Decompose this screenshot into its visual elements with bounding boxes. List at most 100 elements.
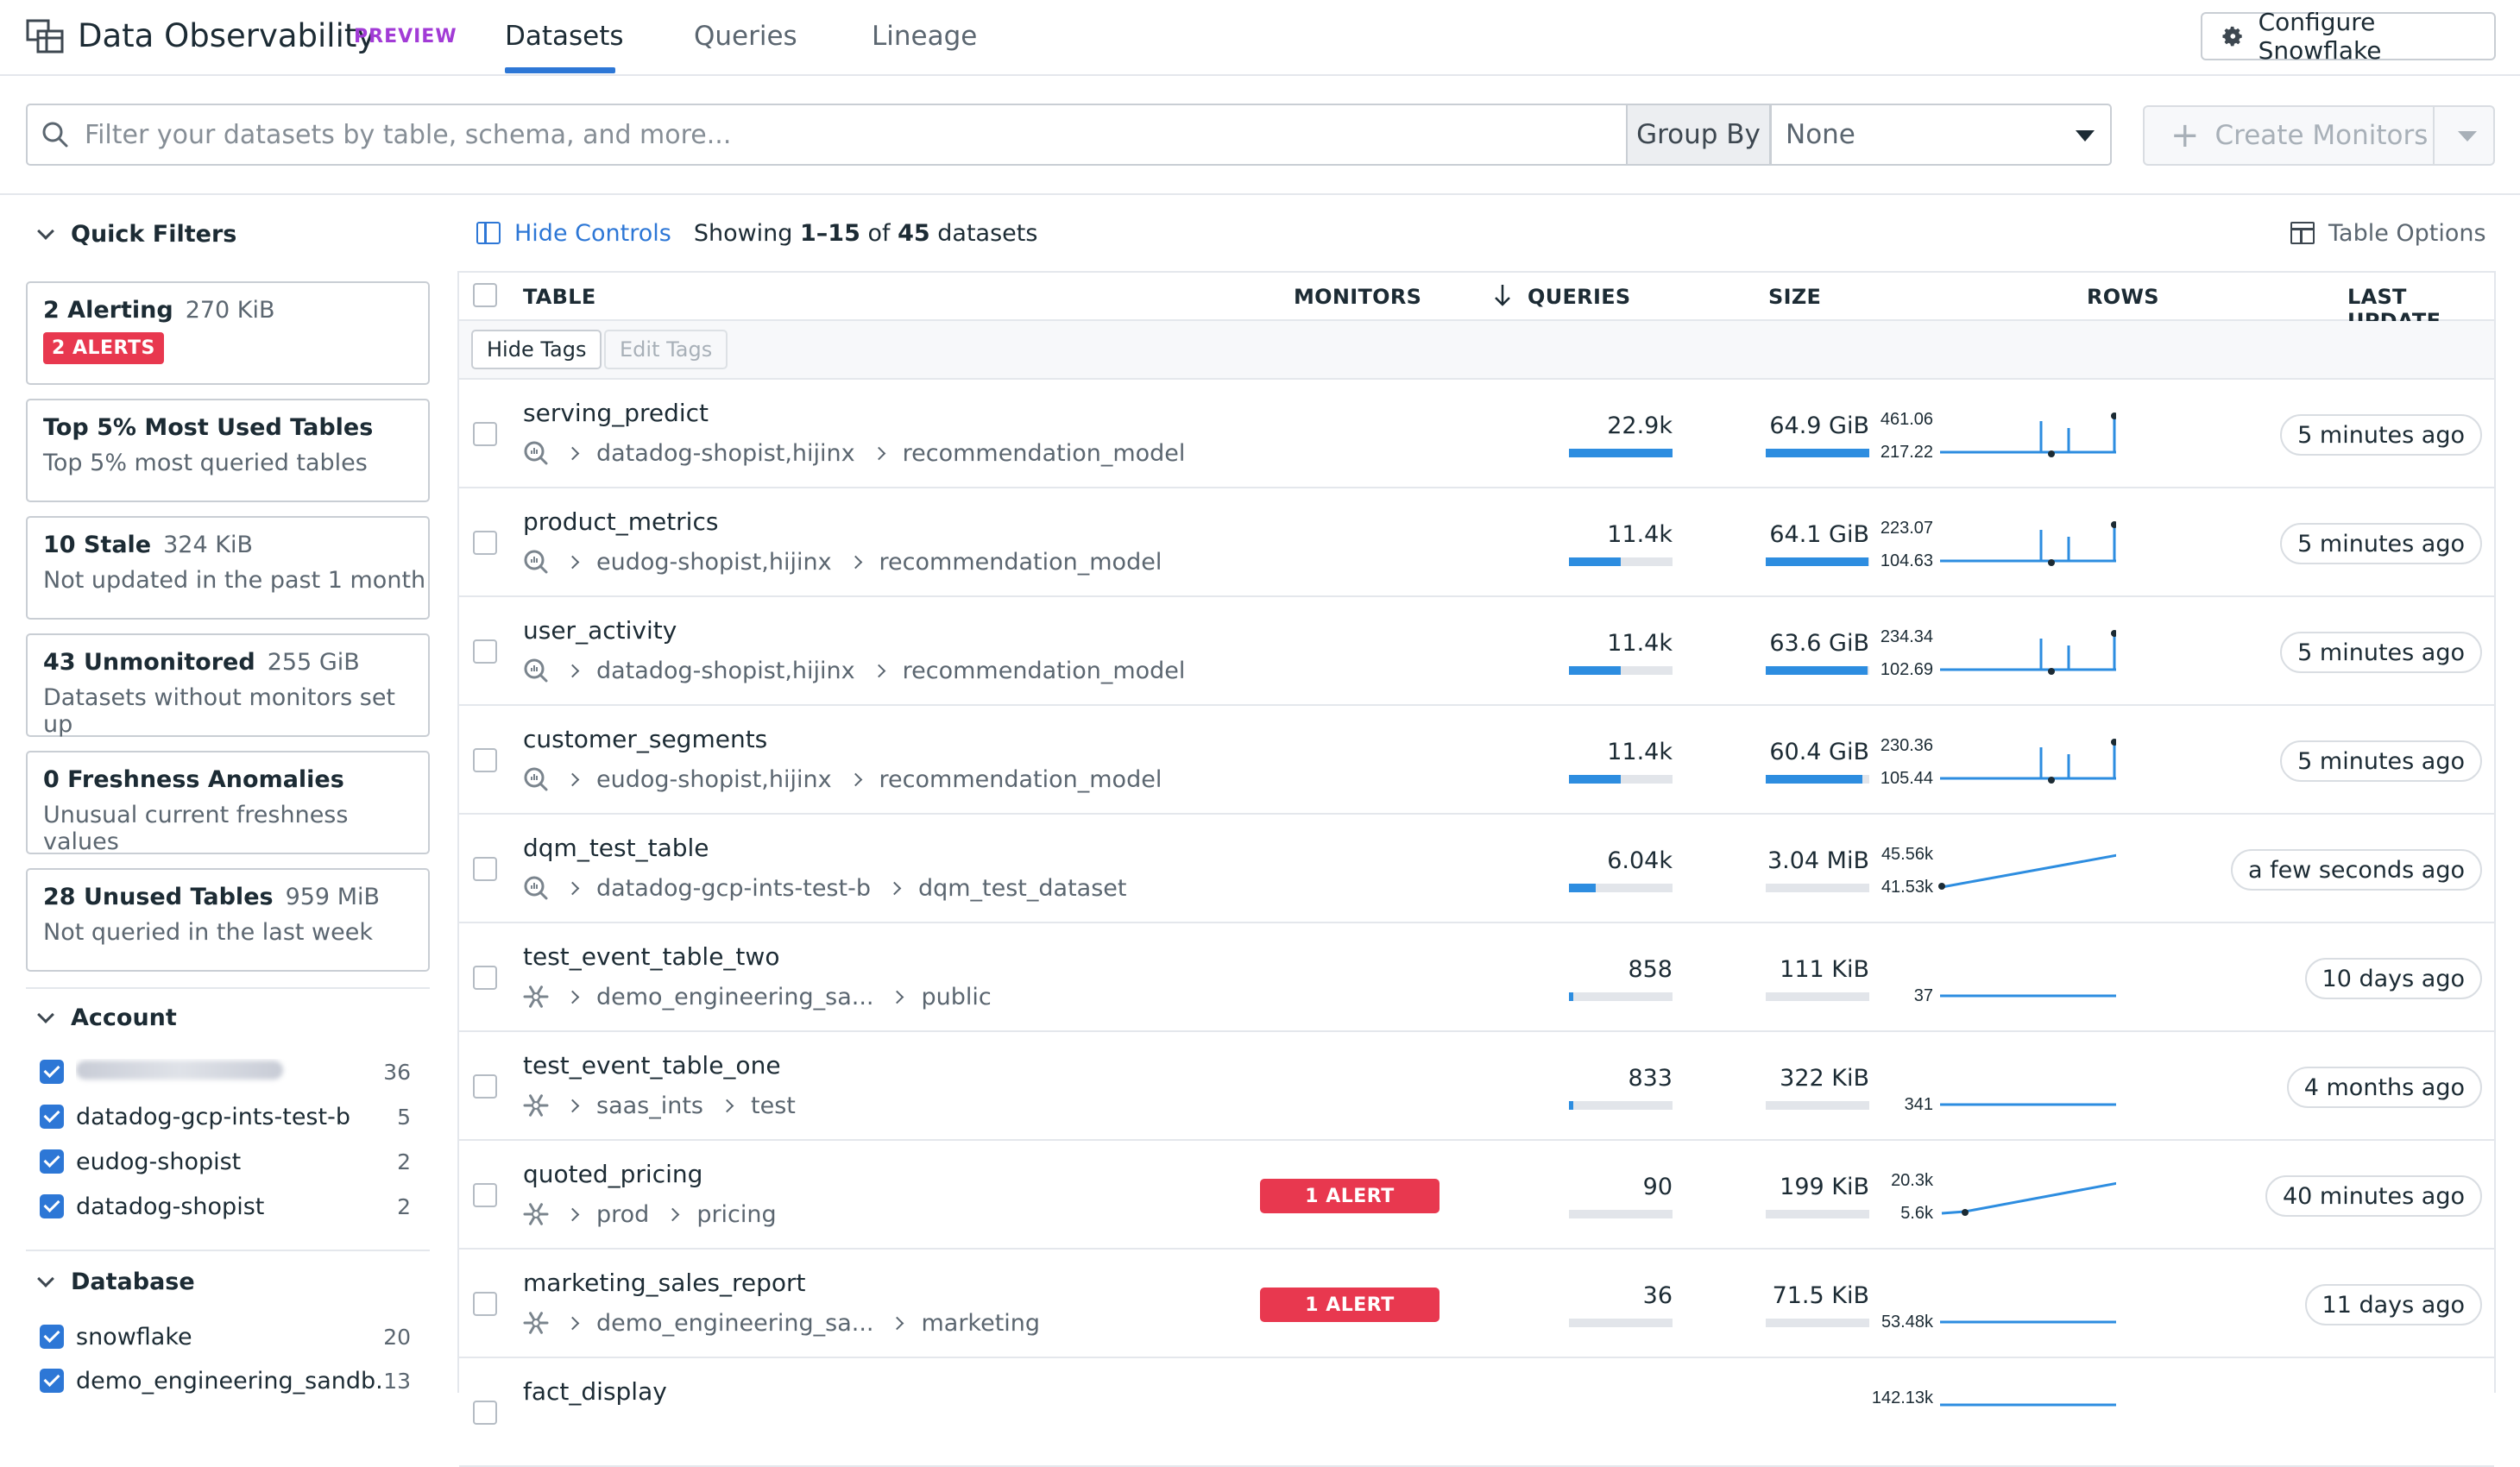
column-queries[interactable]: QUERIES xyxy=(1528,285,1631,309)
row-checkbox[interactable] xyxy=(473,1292,497,1316)
size-value: 111 KiB xyxy=(1780,956,1869,983)
table-row[interactable]: quoted_pricing prod pricing 1 ALERT 90 199 Ki… xyxy=(459,1141,2494,1250)
account-filter-item[interactable]: eudog-shopist 2 xyxy=(40,1144,411,1179)
tags-toolbar: Hide Tags Edit Tags xyxy=(459,321,2494,380)
card-title: 28 Unused Tables xyxy=(43,884,274,910)
column-rows[interactable]: ROWS xyxy=(2087,285,2159,309)
account-facet-toggle[interactable]: Account xyxy=(37,1004,177,1031)
quick-filter-freshness-anomalies[interactable]: 0 Freshness Anomalies Unusual current fr… xyxy=(26,751,430,855)
configure-snowflake-button[interactable]: Configure Snowflake xyxy=(2201,8,2496,65)
card-title: 0 Freshness Anomalies xyxy=(43,766,344,793)
checkbox-checked[interactable] xyxy=(40,1060,64,1084)
monitor-alert-badge[interactable]: 1 ALERT xyxy=(1260,1179,1440,1213)
rows-sparkline: 230.36 105.44 xyxy=(1881,736,2116,788)
snowflake-core xyxy=(532,1319,540,1327)
hide-controls-button[interactable]: Hide Controls xyxy=(476,220,671,247)
bigquery-handle xyxy=(539,673,548,683)
size-bar xyxy=(1766,992,1869,1001)
row-checkbox[interactable] xyxy=(473,1183,497,1207)
table-options-button[interactable]: Table Options xyxy=(2290,216,2486,250)
quick-filter-unmonitored[interactable]: 43 Unmonitored 255 GiB Datasets without m… xyxy=(26,633,430,738)
dataset-name-link[interactable]: product_metrics xyxy=(523,507,719,536)
hide-controls-label: Hide Controls xyxy=(514,219,671,247)
table-row[interactable]: customer_segments eudog-shopist,hijinx rec… xyxy=(459,706,2494,815)
checkbox-checked[interactable] xyxy=(40,1194,64,1218)
path-segment: dqm_test_dataset xyxy=(917,874,1127,902)
table-row[interactable]: user_activity datadog-shopist,hijinx recom… xyxy=(459,597,2494,706)
table-row[interactable]: test_event_table_two demo_engineering_sa.… xyxy=(459,923,2494,1032)
dataset-path: eudog-shopist,hijinx recommendation_model xyxy=(523,765,1181,794)
table-row[interactable]: product_metrics eudog-shopist,hijinx recom… xyxy=(459,488,2494,597)
alerts-badge: 2 ALERTS xyxy=(43,332,164,364)
row-checkbox[interactable] xyxy=(473,1074,497,1099)
account-filter-item[interactable]: datadog-gcp-ints-test-b 5 xyxy=(40,1099,411,1134)
path-segment: prod xyxy=(596,1200,650,1228)
card-subtitle: Not updated in the past 1 month xyxy=(43,567,426,594)
dataset-name-link[interactable]: fact_display xyxy=(523,1377,667,1406)
create-monitors-button[interactable]: + Create Monitors xyxy=(2145,107,2435,164)
dataset-name-link[interactable]: dqm_test_table xyxy=(523,834,709,862)
tab-lineage[interactable]: Lineage xyxy=(872,21,978,52)
database-filter-item[interactable]: snowflake 20 xyxy=(40,1319,411,1354)
row-checkbox[interactable] xyxy=(473,1401,497,1425)
table-row[interactable]: fact_display 142.13k xyxy=(459,1358,2494,1467)
row-checkbox[interactable] xyxy=(473,422,497,446)
row-checkbox[interactable] xyxy=(473,748,497,772)
queries-bar-fill xyxy=(1569,449,1673,457)
row-checkbox[interactable] xyxy=(473,531,497,555)
dataset-name-link[interactable]: test_event_table_two xyxy=(523,942,780,971)
quick-filter-top-used[interactable]: Top 5% Most Used Tables Top 5% most quer… xyxy=(26,399,430,502)
path-segment: recommendation_model xyxy=(902,439,1186,467)
path-segment: eudog-shopist,hijinx xyxy=(596,765,832,793)
checkbox-checked[interactable] xyxy=(40,1105,64,1129)
facet-count: 2 xyxy=(397,1193,411,1219)
tab-datasets[interactable]: Datasets xyxy=(505,21,624,52)
column-table[interactable]: TABLE xyxy=(523,285,596,309)
account-filter-item[interactable]: datadog-shopist 2 xyxy=(40,1189,411,1224)
tab-queries[interactable]: Queries xyxy=(694,21,797,52)
checkbox-checked[interactable] xyxy=(40,1325,64,1349)
dataset-name-link[interactable]: serving_predict xyxy=(523,399,709,427)
group-by-select[interactable]: None xyxy=(1770,104,2112,166)
dataset-search-input[interactable]: Filter your datasets by table, schema, a… xyxy=(26,104,1627,166)
database-facet-toggle[interactable]: Database xyxy=(37,1269,195,1295)
table-row[interactable]: dqm_test_table datadog-gcp-ints-test-b dqm… xyxy=(459,815,2494,923)
path-segment: datadog-shopist,hijinx xyxy=(596,439,855,467)
quick-filter-unused[interactable]: 28 Unused Tables 959 MiB Not queried in t… xyxy=(26,868,430,972)
select-all-checkbox[interactable] xyxy=(473,283,497,307)
dataset-name-link[interactable]: quoted_pricing xyxy=(523,1160,703,1188)
path-segment: saas_ints xyxy=(596,1092,703,1119)
database-filter-item[interactable]: demo_engineering_sandb... 13 xyxy=(40,1363,411,1398)
snowflake-icon xyxy=(523,1094,549,1117)
checkbox-checked[interactable] xyxy=(40,1369,64,1393)
row-checkbox[interactable] xyxy=(473,966,497,990)
path-segment: marketing xyxy=(921,1309,1041,1337)
dataset-name-link[interactable]: customer_segments xyxy=(523,725,768,753)
create-monitors-dropdown-icon[interactable] xyxy=(2458,131,2477,142)
checkbox-checked[interactable] xyxy=(40,1149,64,1174)
dataset-name-link[interactable]: marketing_sales_report xyxy=(523,1269,806,1297)
table-row[interactable]: serving_predict datadog-shopist,hijinx rec… xyxy=(459,380,2494,488)
dataset-name-link[interactable]: user_activity xyxy=(523,616,677,645)
table-row[interactable]: marketing_sales_report demo_engineering_s… xyxy=(459,1250,2494,1358)
row-checkbox[interactable] xyxy=(473,857,497,881)
account-filter-item[interactable]: 36 xyxy=(40,1055,411,1089)
dataset-name-link[interactable]: test_event_table_one xyxy=(523,1051,781,1080)
rows-max-label: 45.56k xyxy=(1881,845,1934,864)
monitor-alert-badge[interactable]: 1 ALERT xyxy=(1260,1288,1440,1322)
row-checkbox[interactable] xyxy=(473,639,497,664)
queries-value: 11.4k xyxy=(1607,630,1673,657)
quick-filter-stale[interactable]: 10 Stale 324 KiB Not updated in the past … xyxy=(26,516,430,620)
card-subtitle: Unusual current freshness values xyxy=(43,802,349,855)
database-heading: Database xyxy=(71,1269,195,1295)
search-icon xyxy=(42,122,68,148)
column-size[interactable]: SIZE xyxy=(1768,285,1822,309)
quick-filter-alerting[interactable]: 2 Alerting 270 KiB 2 ALERTS xyxy=(26,281,430,385)
size-bar xyxy=(1766,666,1869,675)
hide-tags-button[interactable]: Hide Tags xyxy=(471,330,602,369)
column-monitors[interactable]: MONITORS xyxy=(1294,285,1422,309)
edit-tags-button[interactable]: Edit Tags xyxy=(604,330,728,369)
size-value: 199 KiB xyxy=(1780,1174,1869,1200)
quick-filters-toggle[interactable]: Quick Filters xyxy=(37,221,236,248)
table-row[interactable]: test_event_table_one saas_ints test 833 322 … xyxy=(459,1032,2494,1141)
